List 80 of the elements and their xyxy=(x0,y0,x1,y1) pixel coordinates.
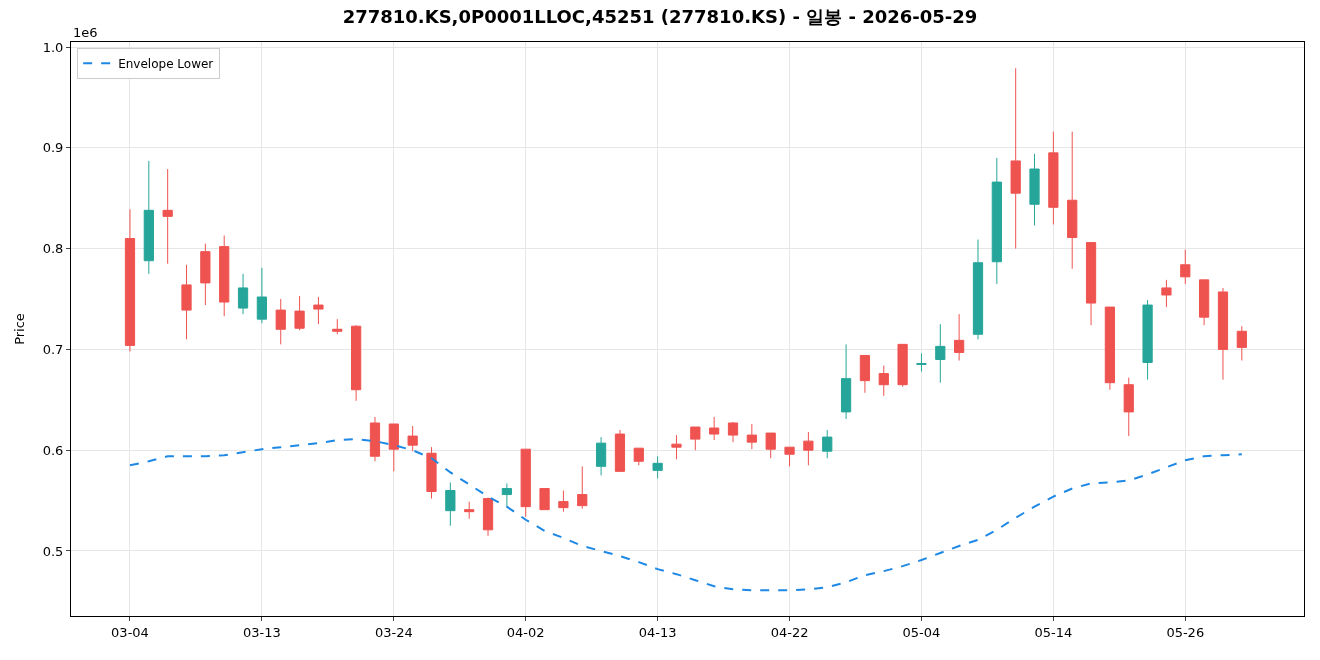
candlestick xyxy=(633,447,644,466)
x-tick-label: 03-04 xyxy=(111,624,149,640)
text: 1e6 xyxy=(73,25,98,40)
candlestick xyxy=(840,343,852,420)
candlestick xyxy=(878,365,889,397)
y-tick-label: 0.7 xyxy=(42,341,64,357)
x-tick-label: 04-22 xyxy=(770,624,809,640)
candlestick xyxy=(501,482,512,509)
candlestick xyxy=(539,488,550,511)
chart-title: 277810.KS,0P0001LLOC,45251 (277810.KS) - 일봉 - 2026-05-29 xyxy=(342,5,978,27)
candlestick xyxy=(822,429,833,459)
candlestick xyxy=(727,421,739,443)
candlestick xyxy=(765,432,776,459)
x-tick-label: 05-26 xyxy=(1166,624,1205,640)
y-tick-label: 0.8 xyxy=(42,241,64,257)
x-tick-label: 04-13 xyxy=(638,624,677,640)
candlestick xyxy=(1142,299,1153,381)
y-tick-label: 1.0 xyxy=(42,39,64,55)
candlestick xyxy=(671,434,682,460)
candlestick xyxy=(332,318,343,335)
candlestick xyxy=(954,313,965,361)
candlestick xyxy=(237,273,249,315)
candlestick xyxy=(1123,377,1134,437)
candlestick xyxy=(577,465,588,510)
candlestick xyxy=(369,416,381,462)
candlestick xyxy=(520,448,531,518)
candlestick xyxy=(972,239,984,340)
candlestick xyxy=(1236,325,1247,361)
candlestick xyxy=(445,481,456,527)
candlestick xyxy=(859,354,871,394)
candlestick xyxy=(200,243,211,306)
legend-label: Envelope Lower xyxy=(118,56,214,71)
candlestick xyxy=(313,296,324,325)
candlestick xyxy=(1048,131,1059,225)
candlestick xyxy=(219,235,230,317)
candlestick xyxy=(991,157,1002,285)
candlestick xyxy=(275,298,286,345)
candlestick xyxy=(1161,279,1172,308)
candlestick xyxy=(1067,131,1078,270)
candlestick xyxy=(1010,67,1021,250)
candlestick xyxy=(935,323,946,384)
candlestick xyxy=(143,160,154,275)
candlestick xyxy=(162,168,173,265)
candlestick xyxy=(1085,242,1097,326)
y-tick-label: 0.6 xyxy=(42,442,64,458)
y-tick-label: 0.9 xyxy=(42,140,64,156)
candlestick xyxy=(464,501,475,520)
y-tick-label: 0.5 xyxy=(42,543,64,559)
candlestick xyxy=(784,446,795,467)
line-series xyxy=(128,438,1243,592)
x-tick-label: 05-04 xyxy=(902,624,941,640)
candlestick xyxy=(388,423,399,472)
candlestick xyxy=(1217,287,1229,381)
candlestick xyxy=(709,416,720,441)
candlestick xyxy=(181,264,192,340)
candlestick xyxy=(1199,279,1210,326)
x-tick-label: 03-24 xyxy=(374,624,413,640)
candlestick xyxy=(1180,249,1191,285)
candlestick xyxy=(690,426,701,451)
candlestick xyxy=(595,436,607,476)
candlestick xyxy=(803,431,814,466)
candlestick xyxy=(256,267,268,324)
candlestick xyxy=(1029,153,1040,226)
candlestick xyxy=(294,295,305,331)
x-tick-label: 03-13 xyxy=(243,624,281,640)
candlestick xyxy=(407,425,418,452)
candlestick xyxy=(1104,306,1116,391)
candlestick xyxy=(482,497,494,537)
candlestick xyxy=(614,429,626,472)
candlestick xyxy=(652,455,663,479)
candlestick xyxy=(558,490,569,513)
candlestick xyxy=(124,208,136,352)
y-axis-title: Price xyxy=(11,313,27,345)
candlestick xyxy=(351,324,362,402)
candlestick xyxy=(746,423,757,450)
candlestick xyxy=(897,343,908,388)
candlestick xyxy=(426,446,437,500)
x-tick-label: 04-02 xyxy=(506,624,545,640)
candlestick xyxy=(916,352,927,373)
x-tick-label: 05-14 xyxy=(1034,624,1073,640)
